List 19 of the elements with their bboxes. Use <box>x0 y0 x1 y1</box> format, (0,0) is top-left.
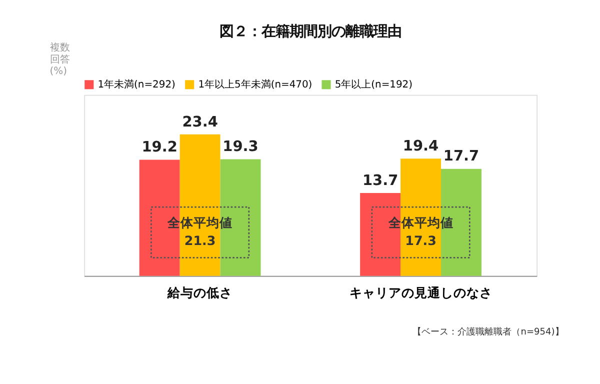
bar <box>360 193 401 276</box>
text: 【ベース：介護職離職者（n=954)】 <box>412 326 564 338</box>
bar <box>220 159 261 276</box>
x-tick-label: キャリアの見通しのなさ <box>349 285 492 300</box>
legend-label: 1年以上5年未満(n=470) <box>198 78 312 90</box>
text: 複数回答(%) <box>50 41 70 78</box>
bar <box>180 134 220 276</box>
data-label: 13.7 <box>362 172 398 189</box>
chart-title: 図２：在籍期間別の離職理由 <box>219 23 402 40</box>
legend-label: 1年未満(n=292) <box>98 78 176 90</box>
bar <box>441 168 482 276</box>
data-label: 19.4 <box>402 138 439 154</box>
x-tick-label: 給与の低さ <box>166 285 233 300</box>
legend-label: 5年以上(n=192) <box>334 78 413 90</box>
data-label: 23.4 <box>182 114 218 130</box>
bar <box>139 160 180 276</box>
data-label: 19.2 <box>142 140 178 156</box>
data-label: 17.7 <box>443 148 480 165</box>
data-label: 19.3 <box>222 139 258 156</box>
